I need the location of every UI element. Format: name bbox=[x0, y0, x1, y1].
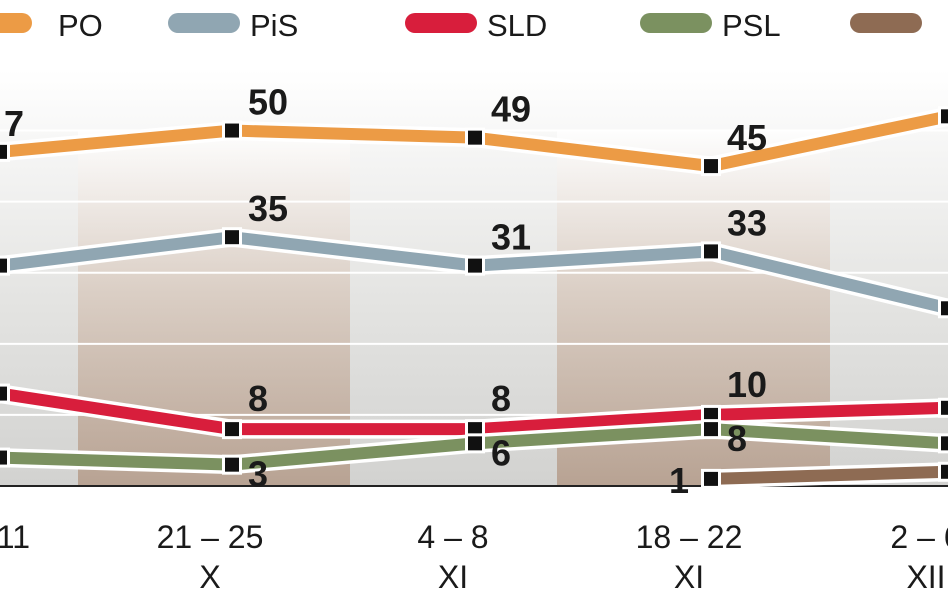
legend-label-sld: SLD bbox=[487, 8, 547, 43]
value-label-psl-3: 8 bbox=[727, 418, 747, 459]
value-label-po-2: 49 bbox=[491, 89, 531, 130]
x-tick-labels: 7 – 11 21 – 25 X 4 – 8 XI 18 – 22 XI 2 – 6 XII bbox=[0, 519, 948, 593]
legend-label-pis: PiS bbox=[250, 8, 298, 43]
point-pis-3 bbox=[704, 244, 718, 259]
legend-swatch-pis bbox=[168, 13, 240, 33]
legend-label-po: PO bbox=[58, 8, 103, 43]
tick-month-2: XI bbox=[438, 559, 468, 593]
value-label-pis-3: 33 bbox=[727, 202, 767, 243]
point-pis-0 bbox=[0, 258, 7, 273]
point-po-3 bbox=[704, 159, 718, 174]
tick-month-3: XI bbox=[674, 559, 704, 593]
point-pis-1 bbox=[225, 230, 239, 245]
point-sld-4 bbox=[941, 400, 948, 415]
tick-dates-2: 4 – 8 bbox=[417, 519, 488, 555]
point-pis-2 bbox=[468, 258, 482, 273]
point-po-4 bbox=[941, 109, 948, 124]
legend: PO PiS SLD PSL bbox=[0, 8, 922, 43]
point-po-1 bbox=[225, 123, 239, 138]
tick-month-4: XII bbox=[906, 559, 945, 593]
point-sld-2 bbox=[468, 422, 482, 437]
point-sld-3 bbox=[704, 407, 718, 422]
tick-dates-4: 2 – 6 bbox=[890, 519, 948, 555]
value-label-po-1: 50 bbox=[248, 82, 288, 123]
tick-dates-1: 21 – 25 bbox=[157, 519, 264, 555]
legend-swatch-psl bbox=[640, 13, 712, 33]
value-label-po-0: 7 bbox=[4, 103, 24, 144]
series-lines bbox=[0, 106, 948, 489]
point-sld-0 bbox=[0, 386, 7, 401]
point-pis-4 bbox=[941, 301, 948, 316]
value-label-pis-2: 31 bbox=[491, 217, 531, 258]
value-label-sld-2: 8 bbox=[491, 378, 511, 419]
point-psl-0 bbox=[0, 450, 7, 465]
legend-swatch-series-5 bbox=[850, 13, 922, 33]
value-label-sld-3: 10 bbox=[727, 364, 767, 405]
series-line-series-5 bbox=[705, 465, 948, 485]
legend-swatch-sld bbox=[405, 13, 477, 33]
tick-month-1: X bbox=[199, 559, 220, 593]
point-psl-1 bbox=[225, 457, 239, 472]
point-sld-1 bbox=[225, 422, 239, 437]
point-po-0 bbox=[0, 144, 7, 159]
value-label-psl-1: 3 bbox=[248, 454, 268, 495]
point-series-5-3 bbox=[704, 471, 718, 486]
legend-label-psl: PSL bbox=[722, 8, 781, 43]
point-po-2 bbox=[468, 130, 482, 145]
tick-dates-0: 7 – 11 bbox=[0, 519, 30, 555]
point-series-5-4 bbox=[941, 464, 948, 479]
value-label-sld-1: 8 bbox=[248, 378, 268, 419]
tick-dates-3: 18 – 22 bbox=[636, 519, 743, 555]
value-label-pis-1: 35 bbox=[248, 188, 288, 229]
value-label-series-5-3: 1 bbox=[669, 460, 689, 501]
legend-swatch-po bbox=[0, 13, 32, 33]
point-psl-3 bbox=[704, 422, 718, 437]
point-psl-2 bbox=[468, 436, 482, 451]
value-label-po-3: 45 bbox=[727, 117, 767, 158]
point-psl-4 bbox=[941, 436, 948, 451]
value-label-psl-2: 6 bbox=[491, 432, 511, 473]
